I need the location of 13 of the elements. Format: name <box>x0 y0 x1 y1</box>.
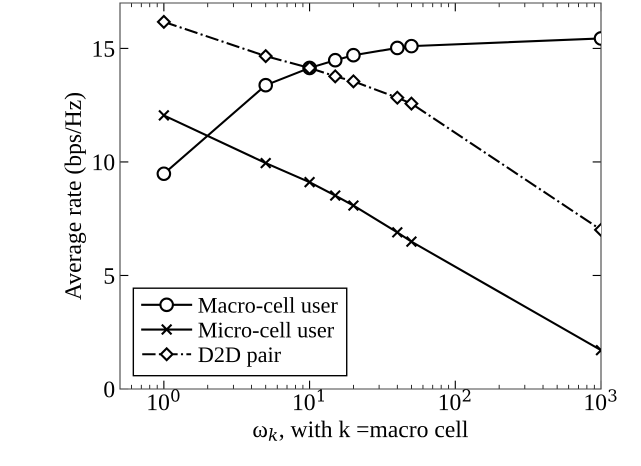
y-tick-label: 5 <box>104 268 114 284</box>
x-tick-label: 10$^{0}$ <box>148 389 180 410</box>
y-tick-label: 10 <box>94 154 114 170</box>
y-axis-title: Average rate (bps/Hz) <box>64 93 86 300</box>
y-tick-label: 0 <box>104 381 114 398</box>
x-tick-label: 10$^{2}$ <box>440 389 470 410</box>
x-tick-label: 10$^{1}$ <box>294 389 324 410</box>
y-tick-label: 15 <box>94 41 114 57</box>
legend-label: D2D pair <box>198 347 281 367</box>
x-axis-title: ω$_{k}$, with k =macro cell <box>253 420 468 441</box>
x-tick-label: 10$^{3}$ <box>585 389 617 410</box>
legend-label: Macro-cell user <box>198 297 338 313</box>
legend-label: Micro-cell user <box>198 322 334 338</box>
